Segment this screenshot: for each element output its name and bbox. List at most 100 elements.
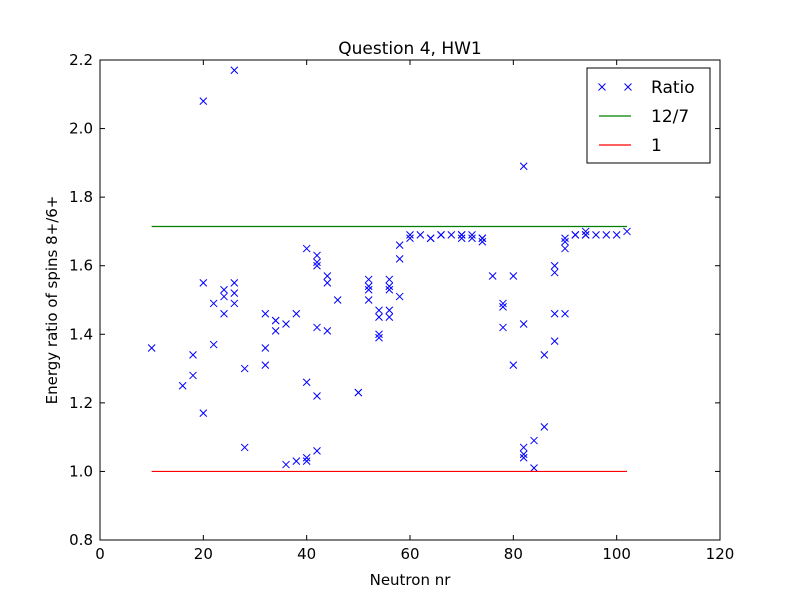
data-point: [375, 333, 383, 342]
x-tick-label: 60: [400, 545, 419, 563]
data-point: [561, 309, 569, 318]
y-tick-label: 0.8: [69, 531, 93, 549]
data-point: [302, 378, 311, 387]
data-point: [282, 320, 290, 328]
x-tick-label: 0: [95, 545, 105, 563]
data-point: [519, 162, 528, 171]
data-point: [457, 234, 466, 243]
legend-swatch: [598, 83, 632, 91]
data-point: [406, 234, 414, 243]
data-point: [457, 231, 466, 239]
data-point: [261, 309, 270, 318]
data-point: [592, 231, 600, 239]
data-point: [581, 231, 590, 239]
data-point: [364, 285, 373, 294]
data-point: [178, 381, 187, 390]
data-point: [209, 340, 218, 349]
data-point: [623, 227, 631, 236]
data-point: [323, 327, 332, 335]
data-point: [271, 327, 280, 335]
legend-entry: Ratio: [598, 78, 695, 98]
data-point: [488, 272, 497, 280]
data-point: [561, 237, 569, 246]
data-point: [468, 234, 476, 243]
data-point: [220, 292, 228, 301]
data-point: [302, 453, 311, 462]
data-point: [375, 306, 383, 315]
y-tick-label: 2.0: [69, 120, 93, 138]
data-point: [292, 309, 301, 318]
data-point: [313, 323, 321, 332]
data-point: [364, 296, 373, 304]
data-point: [540, 351, 549, 359]
data-point: [395, 241, 404, 249]
data-point: [271, 316, 280, 325]
data-point: [499, 323, 507, 332]
data-point: [147, 344, 156, 352]
data-point: [406, 231, 414, 239]
data-point: [189, 371, 197, 380]
series-layer: [147, 66, 631, 473]
y-axis-label: Energy ratio of spins 8+/6+: [43, 196, 61, 405]
data-point: [364, 275, 373, 284]
data-point: [261, 344, 270, 352]
data-point: [354, 388, 363, 397]
data-point: [199, 279, 208, 287]
y-tick-label: 1.0: [69, 462, 93, 480]
axis-ticks: 0 20 40 60 80 100 120 0.8 1.0 1.2 1.4 1.6 1.8 2.0 2.2: [69, 51, 734, 563]
data-point: [302, 457, 311, 465]
data-point: [612, 231, 621, 239]
data-point: [602, 231, 611, 239]
data-point: [230, 299, 239, 308]
data-point: [230, 289, 239, 297]
data-point: [385, 282, 394, 291]
data-point: [375, 313, 383, 321]
data-point: [323, 279, 332, 287]
x-tick-label: 80: [504, 545, 523, 563]
data-point: [519, 453, 528, 462]
data-point: [550, 337, 559, 345]
data-point: [581, 227, 590, 236]
data-point: [199, 409, 208, 417]
data-point: [220, 285, 228, 294]
data-point: [540, 423, 549, 431]
legend-label: Ratio: [651, 78, 695, 98]
data-point: [426, 234, 435, 243]
data-point: [509, 272, 518, 280]
data-point: [499, 299, 507, 308]
data-point: [519, 320, 528, 328]
data-point: [230, 66, 239, 75]
data-point: [550, 309, 559, 318]
x-tick-label: 40: [297, 545, 316, 563]
data-point: [571, 231, 580, 239]
data-point: [385, 275, 394, 284]
data-point: [323, 272, 332, 280]
legend-entry: 1: [599, 136, 662, 156]
data-point: [313, 392, 321, 400]
data-point: [385, 285, 394, 294]
data-point: [292, 457, 301, 465]
data-point: [385, 313, 394, 321]
data-point: [313, 251, 321, 260]
data-point: [313, 258, 321, 267]
data-point: [282, 460, 290, 469]
data-point: [199, 97, 208, 105]
legend-label: 12/7: [651, 107, 689, 127]
x-tick-label: 100: [602, 545, 631, 563]
y-tick-label: 1.2: [69, 394, 93, 412]
data-point: [385, 306, 394, 315]
x-tick-label: 120: [706, 545, 735, 563]
y-tick-label: 1.6: [69, 257, 93, 275]
data-point: [313, 447, 321, 455]
y-tick-label: 2.2: [69, 51, 93, 69]
data-point: [189, 351, 197, 359]
data-point: [561, 234, 569, 243]
data-point: [478, 234, 487, 243]
legend-label: 1: [651, 136, 662, 156]
data-point: [550, 261, 559, 270]
data-point: [220, 309, 228, 318]
y-tick-label: 1.8: [69, 188, 93, 206]
data-point: [530, 464, 538, 472]
data-point: [395, 292, 404, 301]
